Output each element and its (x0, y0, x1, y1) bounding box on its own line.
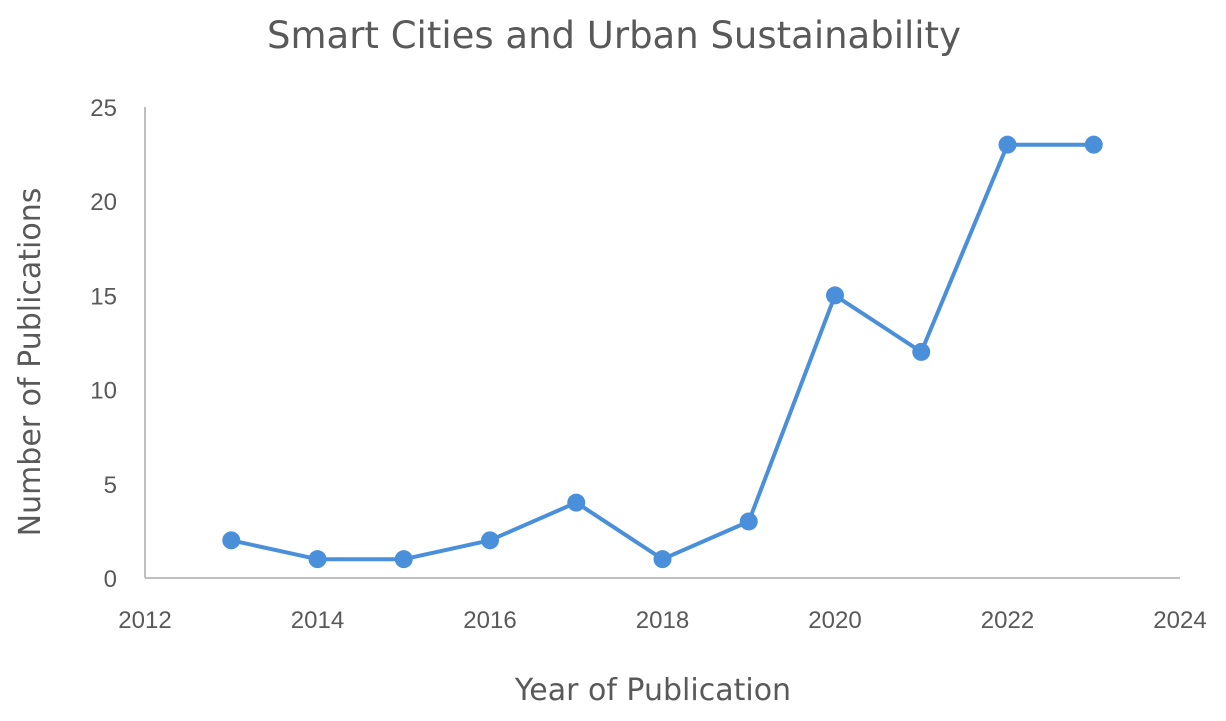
y-tick-label: 25 (90, 95, 117, 122)
y-tick-label: 5 (104, 472, 117, 499)
y-tick-labels: 0 5 10 15 20 25 (90, 95, 117, 593)
x-tick-label: 2012 (118, 607, 171, 634)
chart-title: Smart Cities and Urban Sustainability (267, 14, 961, 57)
series-line (229, 142, 1096, 562)
x-tick-label: 2024 (1153, 607, 1206, 634)
x-tick-labels: 2012 2014 2016 2018 2020 2022 2024 (118, 607, 1206, 634)
x-tick-label: 2014 (291, 607, 344, 634)
data-point (998, 135, 1017, 154)
data-point (394, 550, 413, 569)
data-point (481, 531, 499, 550)
series-layer (222, 135, 1103, 569)
y-tick-label: 10 (90, 378, 117, 405)
data-point (653, 550, 672, 569)
x-tick-label: 2016 (463, 607, 516, 634)
y-tick-label: 15 (90, 283, 117, 310)
y-tick-label: 20 (90, 189, 117, 216)
x-axis-title: Year of Publication (514, 673, 791, 708)
data-point (739, 512, 758, 531)
axes (144, 107, 1180, 579)
x-tick-label: 2020 (808, 607, 861, 634)
y-tick-label: 0 (104, 566, 117, 593)
data-point (567, 493, 586, 512)
x-tick-label: 2022 (981, 607, 1034, 634)
x-tick-label: 2018 (636, 607, 689, 634)
data-point (826, 286, 844, 305)
y-axis-title: Number of Publications (13, 188, 48, 537)
data-point (1084, 135, 1103, 154)
data-point (912, 342, 931, 361)
data-point (222, 531, 241, 550)
data-point (308, 550, 327, 569)
